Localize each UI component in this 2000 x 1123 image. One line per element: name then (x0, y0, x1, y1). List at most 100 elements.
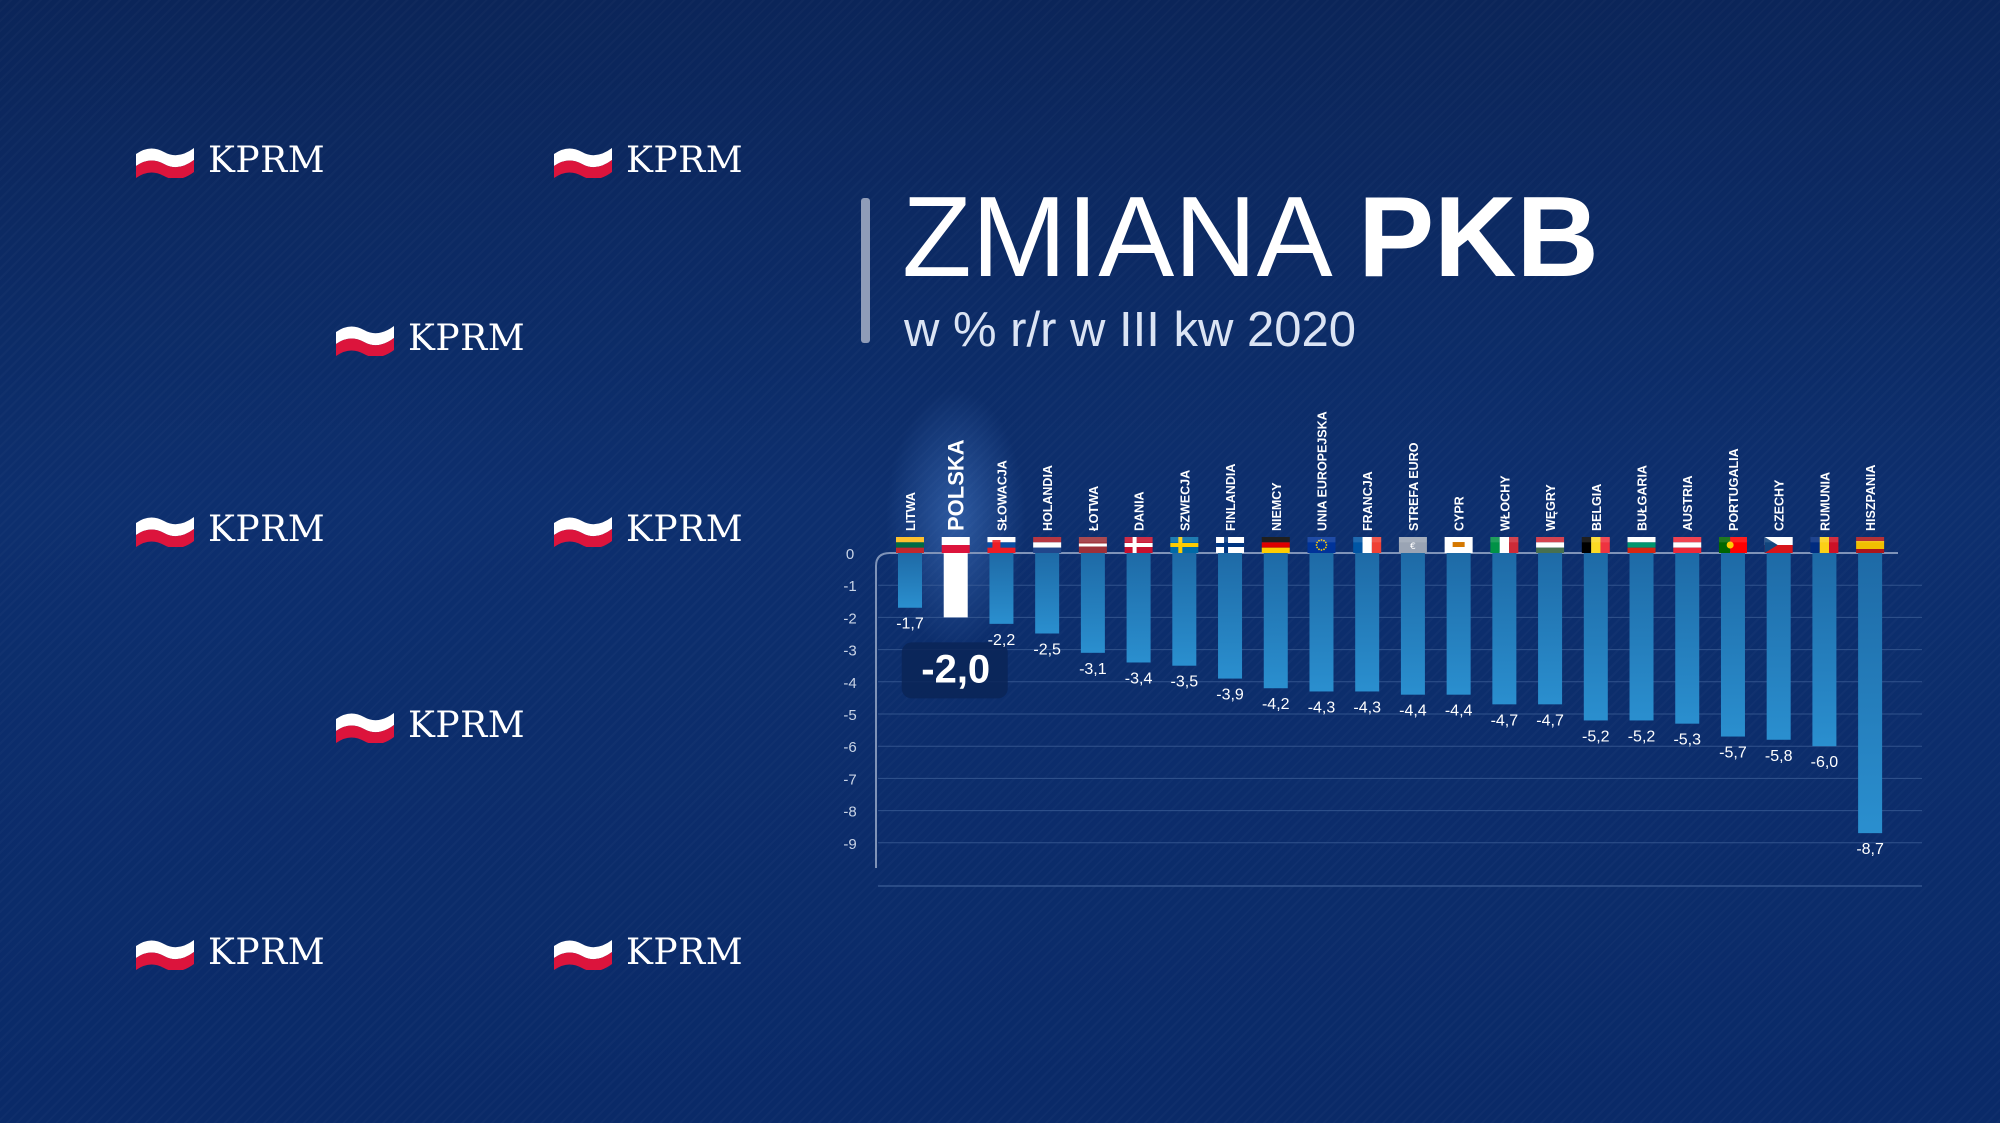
category-label: SZWECJA (1178, 470, 1192, 531)
y-tick-label: -9 (843, 836, 856, 853)
value-label: -5,2 (1628, 728, 1656, 745)
bar-cypr (1446, 553, 1471, 695)
value-label: -5,7 (1719, 745, 1747, 762)
flag-bg-icon (1627, 537, 1656, 553)
category-label: PORTUGALIA (1727, 448, 1741, 531)
y-tick-label: -2 (843, 610, 856, 627)
zero-baseline (875, 552, 1898, 868)
category-label: WŁOCHY (1498, 475, 1512, 531)
y-tick-label: -7 (843, 771, 856, 788)
kprm-logo: KPRM (134, 932, 325, 973)
y-tick-label: -1 (843, 578, 856, 595)
value-label: -5,2 (1582, 728, 1610, 745)
y-tick-label: -4 (843, 675, 856, 692)
title-accent-bar (861, 198, 870, 343)
kprm-logo: KPRM (552, 931, 744, 973)
flag-icon (554, 148, 612, 178)
kprm-logo: KPRM (552, 139, 744, 181)
kprm-logo-text: KPRM (208, 508, 326, 550)
bar-rumunia (1812, 553, 1837, 747)
category-label: FINLANDIA (1224, 464, 1238, 531)
flag-euro-icon: € (1398, 537, 1427, 553)
flag-pt-icon (1718, 537, 1747, 553)
category-label: STREFA EURO (1407, 442, 1421, 531)
flag-de-icon (1261, 537, 1290, 553)
bar-hiszpania (1858, 553, 1883, 834)
category-label: DANIA (1133, 491, 1147, 531)
bar-łotwa (1080, 553, 1105, 653)
flag-icon (554, 517, 612, 547)
category-label: BUŁGARIA (1636, 465, 1650, 531)
kprm-logo: KPRM (334, 704, 526, 746)
category-label: FRANCJA (1361, 471, 1375, 531)
category-label: WĘGRY (1544, 484, 1558, 531)
kprm-logo: KPRM (134, 140, 325, 181)
flag-icon (336, 326, 394, 356)
y-tick-label: 0 (846, 546, 854, 563)
category-label: HOLANDIA (1041, 465, 1055, 531)
y-tick-label: -3 (843, 643, 856, 660)
flag-hu-icon (1536, 537, 1565, 553)
bar-bułgaria (1629, 553, 1654, 721)
kprm-logo-text: KPRM (626, 508, 744, 550)
category-label: HISZPANIA (1864, 465, 1878, 531)
flag-fi-icon (1216, 537, 1245, 553)
value-label: -4,4 (1399, 703, 1427, 720)
flag-lv-icon (1078, 537, 1107, 553)
chart-title: ZMIANA PKB (902, 178, 1599, 298)
flag-es-icon (1856, 537, 1885, 553)
value-label: -5,8 (1765, 748, 1793, 765)
bar-portugalia (1720, 553, 1745, 737)
flag-be-icon (1581, 537, 1610, 553)
bar-finlandia (1218, 553, 1243, 679)
flag-sk-icon (987, 537, 1016, 553)
flag-cy-icon (1444, 537, 1473, 553)
bar-francja (1355, 553, 1380, 692)
bar-litwa (898, 553, 922, 608)
bar-włochy (1492, 553, 1517, 705)
chart-title-bold: PKB (1358, 174, 1599, 301)
flag-cz-icon (1764, 537, 1793, 553)
flag-at-icon (1673, 537, 1702, 553)
category-label: POLSKA (944, 439, 969, 531)
chart-subtitle: w % r/r w III kw 2020 (904, 303, 1357, 357)
flag-eu-icon (1307, 537, 1336, 553)
category-label: RUMUNIA (1818, 472, 1832, 531)
y-tick-label: -8 (843, 804, 856, 821)
bar-polska (943, 553, 968, 618)
category-label: NIEMCY (1270, 482, 1284, 531)
highlight-value-box (901, 642, 1008, 699)
value-label: -3,5 (1171, 674, 1199, 691)
kprm-logo-text: KPRM (408, 317, 526, 359)
value-label: -4,3 (1308, 699, 1336, 716)
y-tick-label: -6 (843, 739, 856, 756)
bar-unia-europejska (1309, 553, 1334, 692)
category-label: ŁOTWA (1087, 486, 1101, 531)
category-label: BELGIA (1590, 484, 1604, 531)
category-label: UNIA EUROPEJSKA (1315, 411, 1329, 531)
kprm-logo: KPRM (552, 508, 744, 550)
kprm-logo-text: KPRM (626, 139, 744, 181)
bar-holandia (1035, 553, 1060, 634)
bar-czechy (1766, 553, 1791, 740)
kprm-logo-text: KPRM (408, 704, 526, 746)
bar-austria (1675, 553, 1700, 724)
bar-belgia (1583, 553, 1608, 721)
bar-strefa-euro (1400, 553, 1425, 695)
bar-węgry (1538, 553, 1563, 705)
flag-icon (136, 517, 194, 547)
value-label: -4,4 (1445, 703, 1473, 720)
bar-słowacja (989, 553, 1014, 624)
value-label: -4,3 (1353, 699, 1381, 716)
value-label: -4,7 (1491, 712, 1519, 729)
flag-nl-icon (1033, 537, 1062, 553)
flag-pl-icon (941, 537, 970, 553)
flag-se-icon (1170, 537, 1199, 553)
bar-niemcy (1263, 553, 1288, 689)
flag-icon (554, 940, 612, 970)
value-label: -8,7 (1856, 841, 1884, 858)
kprm-logo-text: KPRM (626, 931, 744, 973)
category-label: CZECHY (1773, 479, 1787, 531)
flag-fr-icon (1353, 537, 1382, 553)
flag-it-icon (1490, 537, 1519, 553)
